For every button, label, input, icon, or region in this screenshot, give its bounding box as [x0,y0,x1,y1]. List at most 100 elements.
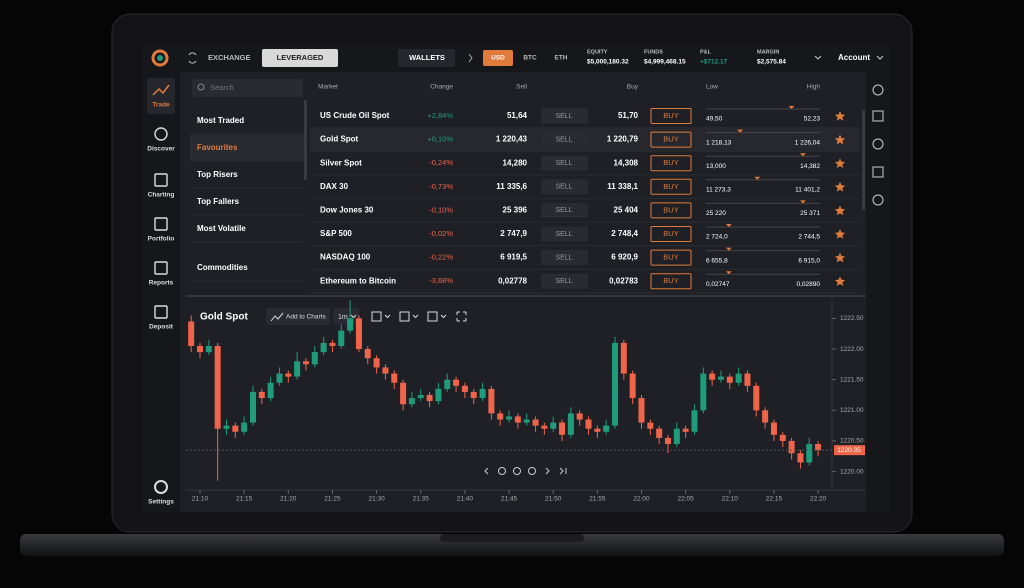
x-tick-label: 22:05 [678,496,695,503]
nav-prev[interactable] [484,467,489,475]
candle-body [700,373,707,411]
favourite-star[interactable] [834,205,846,216]
sell-button[interactable] [541,273,588,289]
sell-button-label: SELL [555,254,572,261]
favourite-star[interactable] [834,181,846,192]
candle-body [391,373,398,383]
menu-item: Top Fallers [197,197,240,206]
change: -0,10% [429,205,453,214]
change: -0,73% [429,182,453,191]
usd-tab[interactable] [483,50,513,66]
buy-button[interactable] [650,273,692,290]
trade-icon [152,84,170,96]
tool-icon[interactable] [872,138,884,150]
wallets-label: WALLETS [409,53,445,62]
leveraged-tab[interactable] [262,49,338,67]
buy-button[interactable] [650,155,692,172]
nav-end[interactable] [559,467,567,475]
candle-body [355,318,362,350]
x-tick-label: 22:00 [633,496,650,503]
buy-button[interactable] [650,108,692,124]
buy-button[interactable] [650,202,692,219]
sell-button-label: SELL [555,231,572,238]
favourite-star[interactable] [834,158,846,168]
candle-body [488,388,495,414]
candle-body [541,425,548,429]
nav-control[interactable] [498,467,506,475]
sell-button[interactable] [541,155,588,171]
menu-item: Top Risers [197,170,238,179]
candle-body [612,342,619,426]
sell-button[interactable] [541,108,588,124]
stat-value: $2,575.84 [757,59,786,66]
x-tick-label: 21:35 [413,496,430,503]
buy-button[interactable] [650,131,692,148]
sell-button-label: SELL [555,113,572,120]
candle-body [717,376,724,380]
tool-icon[interactable] [872,194,884,206]
toolbar-icon[interactable] [371,311,382,322]
candle-body [647,422,654,429]
favourite-star[interactable] [834,229,846,239]
fullscreen-icon[interactable] [456,311,467,322]
low-price: 49,50 [706,116,723,123]
nav-label: Deposit [149,324,174,331]
wallets-button[interactable] [398,49,455,67]
sell-button[interactable] [541,226,588,242]
buy-button[interactable] [650,249,692,266]
search-box[interactable] [192,79,303,97]
tool-icon[interactable] [872,110,884,122]
exchange-tab: EXCHANGE [208,53,251,62]
y-tick-label: 1221.00 [840,407,864,414]
candle-body [470,391,477,399]
chart-title: Gold Spot [200,312,248,323]
toolbar-chevron [384,314,391,319]
sell-button[interactable] [541,250,588,266]
add-to-charts-button[interactable] [266,308,330,325]
candle-body [285,373,292,377]
market-name: NASDAQ 100 [320,253,371,262]
toolbar-icon[interactable] [399,311,410,322]
market-name: Ethereum to Bitcoin [320,276,396,285]
favourite-star[interactable] [834,276,846,286]
change: -0,22% [429,253,453,262]
nav-control[interactable] [513,467,521,475]
candle-body [514,416,521,423]
high-price: 0,02890 [797,281,821,288]
buy-price: 11 338,1 [607,182,638,191]
tool-icon[interactable] [872,84,884,96]
nav-next[interactable] [545,467,550,475]
favourite-star[interactable] [834,252,846,263]
candle-body [506,416,513,420]
favourite-star[interactable] [834,111,846,121]
tool-icon[interactable] [872,166,884,178]
favourite-star[interactable] [834,134,846,145]
candle-body [779,434,786,441]
toolbar-icon[interactable] [427,311,438,322]
sell-price: 25 396 [503,206,528,215]
buy-button[interactable] [650,178,692,195]
sell-button[interactable] [541,202,588,218]
candle-body [744,373,751,386]
buy-button[interactable] [650,226,692,242]
sell-button[interactable] [541,179,588,195]
column-header: Buy [627,84,639,91]
nav-control[interactable] [528,467,536,475]
buy-button-label: BUY [663,229,678,238]
buy-button-label: BUY [663,182,678,191]
toolbar-chevron [440,314,447,319]
candle-body [276,373,283,383]
account-chevron [814,55,822,60]
sell-button[interactable] [541,132,588,148]
logo-dot [157,55,163,61]
nav-icon [154,127,168,141]
candle-body [400,382,407,405]
candle-body [523,419,530,423]
candle-body [338,330,345,346]
candle-body [603,425,610,432]
change: +0,10% [427,135,453,144]
toolbar-chevron [350,314,357,319]
high-price: 14,382 [800,163,820,170]
last-price-tag [834,445,865,456]
range-marker [754,176,761,180]
